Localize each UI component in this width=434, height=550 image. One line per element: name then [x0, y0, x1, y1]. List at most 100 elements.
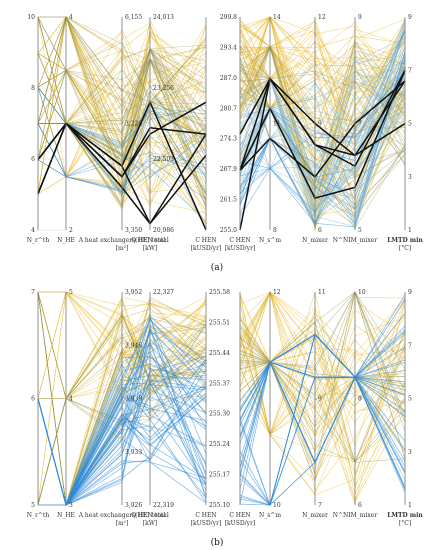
tick-label: 3,939: [125, 396, 142, 403]
tick-label: 6: [358, 502, 362, 509]
axis-title: N_r^th: [27, 237, 50, 244]
axis-unit: [kUSD/yr]: [191, 520, 222, 527]
tick-label: 10: [27, 14, 35, 21]
tick-label: 6: [31, 396, 35, 403]
tick-label: 255.44: [209, 350, 230, 357]
tick-label: 7: [358, 121, 362, 128]
tick-label: 9: [318, 396, 322, 403]
tick-label: 9: [408, 14, 412, 21]
tick-label: 299.8: [220, 14, 237, 21]
tick-label: 9: [318, 121, 322, 128]
axis-unit: [kW]: [143, 245, 157, 252]
tick-label: 22,319: [153, 502, 174, 509]
tick-label: 12: [273, 289, 281, 296]
tick-label: 280.7: [220, 105, 237, 112]
polylines-layer: [37, 15, 406, 507]
axis-unit: [°C]: [399, 520, 411, 527]
axis-unit: [kW]: [143, 520, 157, 527]
b-right-yellow-line: [239, 380, 406, 502]
axes-layer: 10 8 6 4 N_r^th 4 2 N_HE 6,155 3,220 3,350 A heat e…: [27, 14, 424, 527]
tick-label: 274.3: [220, 136, 237, 143]
axis-title: N^NIM_mixer: [333, 237, 378, 244]
axis-title: N_mixer: [302, 237, 328, 244]
tick-label: 2: [69, 227, 73, 234]
axis-unit: [kUSD/yr]: [225, 245, 256, 252]
tick-label: 3,350: [125, 227, 142, 234]
axis-title: A heat exchangers(HE) total: [78, 512, 166, 519]
tick-label: 3,926: [125, 502, 142, 509]
axis-unit: [kUSD/yr]: [225, 520, 256, 527]
axis-title: N_s^m: [259, 237, 281, 244]
tick-label: 5: [408, 121, 412, 128]
tick-label: 1: [408, 502, 412, 509]
axis-title: Q HEN total: [131, 237, 169, 244]
axis-unit: [°C]: [399, 245, 411, 252]
tick-label: 3,220: [125, 121, 142, 128]
tick-label: 7: [408, 342, 412, 349]
tick-label: 255.0: [220, 227, 237, 234]
caption-b: (b): [211, 537, 224, 548]
tick-label: 5: [69, 289, 73, 296]
caption-a: (a): [211, 262, 223, 273]
tick-label: 3: [408, 174, 412, 181]
tick-label: 255.51: [209, 319, 230, 326]
tick-label: 255.58: [209, 289, 230, 296]
axis-unit: [m²]: [116, 520, 129, 527]
tick-label: 5: [408, 396, 412, 403]
axis-title: Q HEN total: [131, 512, 169, 519]
axis-title: N_r^th: [27, 512, 50, 519]
tick-label: 4: [69, 14, 73, 21]
axis-title: N_s^m: [259, 512, 281, 519]
tick-label: 14: [273, 14, 281, 21]
tick-label: 3,952: [125, 289, 142, 296]
tick-label: 255.37: [209, 380, 230, 387]
tick-label: 261.5: [220, 197, 237, 204]
axis-title: N_HE: [57, 237, 75, 244]
tick-label: 11: [318, 289, 326, 296]
axis-title: N_mixer: [302, 512, 328, 519]
axis-title: C HEN: [195, 512, 216, 519]
tick-label: 23,256: [153, 85, 174, 92]
tick-label: 255.17: [209, 472, 230, 479]
tick-label: 8: [358, 396, 362, 403]
tick-label: 4: [69, 396, 73, 403]
tick-label: 11: [273, 121, 281, 128]
tick-label: 24,013: [153, 14, 174, 21]
tick-label: 255.30: [209, 411, 230, 418]
tick-label: 10: [273, 502, 281, 509]
axis-title: C HEN: [229, 512, 250, 519]
b-right-yellow-line: [239, 304, 406, 495]
tick-label: 7: [318, 502, 322, 509]
tick-label: 3,946: [125, 342, 142, 349]
axis-title: C HEN: [195, 237, 216, 244]
tick-label: 4: [31, 227, 35, 234]
tick-label: 9: [358, 14, 362, 21]
b-right-yellow-line: [239, 302, 406, 496]
tick-label: 8: [273, 227, 277, 234]
axis-title: LMTD min: [387, 237, 423, 244]
tick-label: 20,986: [153, 227, 174, 234]
tick-label: 3: [408, 449, 412, 456]
tick-label: 7: [408, 67, 412, 74]
axis-title: N_HE: [57, 512, 75, 519]
tick-label: 6: [31, 156, 35, 163]
tick-label: 3,933: [125, 449, 142, 456]
tick-label: 9: [408, 289, 412, 296]
axis-title: LMTD min: [387, 512, 423, 519]
tick-label: 12: [318, 14, 326, 21]
tick-label: 6,155: [125, 14, 142, 21]
tick-label: 6: [318, 227, 322, 234]
tick-label: 255.24: [209, 441, 230, 448]
tick-label: 3: [69, 502, 73, 509]
tick-label: 1: [408, 227, 412, 234]
b-right-yellow: [239, 290, 406, 506]
tick-label: 267.9: [220, 166, 237, 173]
tick-label: 287.0: [220, 75, 237, 82]
tick-label: 293.4: [220, 44, 237, 51]
axis-title: N^NIM_mixer: [333, 512, 378, 519]
axis-title: A heat exchangers(HE) total: [78, 237, 166, 244]
axis-unit: [m²]: [116, 245, 129, 252]
tick-label: 10: [358, 289, 366, 296]
tick-label: 22,327: [153, 289, 174, 296]
